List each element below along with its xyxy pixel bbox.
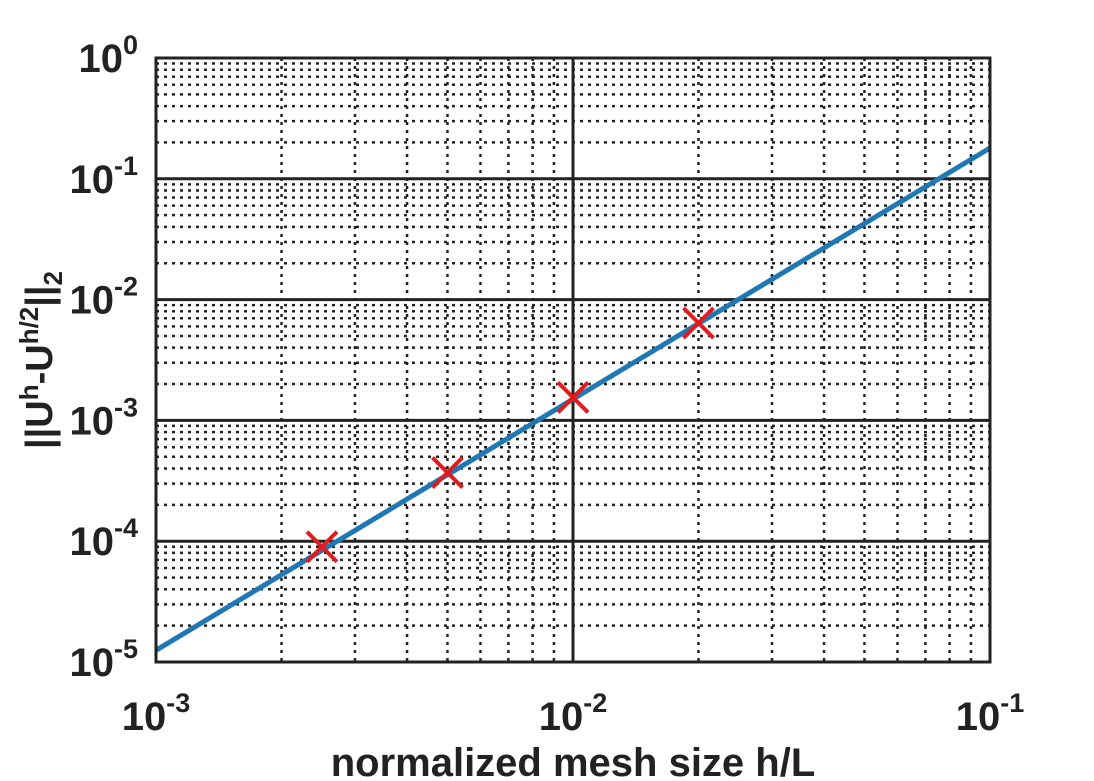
data-point-marker (305, 530, 339, 564)
y-tick-label: 10-1 (69, 151, 138, 202)
series-layer (154, 145, 992, 653)
data-point-marker (431, 456, 464, 489)
x-tick-labels: 10-3 10-2 10-1 (122, 688, 1025, 739)
y-tick-labels: 10-5 10-4 10-3 10-2 10-1 100 (69, 30, 138, 685)
x-tick-label: 10-2 (539, 688, 608, 739)
marker-stroke (431, 456, 464, 489)
y-tick-label: 10-2 (69, 272, 138, 323)
data-point-marker (556, 380, 590, 414)
y-tick-label: 10-5 (69, 634, 138, 685)
x-axis-label: normalized mesh size h/L (331, 741, 816, 781)
y-tick-label: 10-3 (69, 392, 138, 443)
marker-stroke (556, 380, 590, 414)
y-tick-label: 100 (78, 30, 138, 81)
marker-stroke (682, 306, 715, 340)
x-tick-label: 10-1 (956, 688, 1025, 739)
data-point-marker (682, 306, 715, 340)
x-tick-label: 10-3 (122, 688, 191, 739)
plot-frame (154, 56, 992, 664)
marker-stroke (305, 530, 339, 564)
y-axis-label: ||Uh-Uh/2||2 (14, 271, 68, 449)
y-tick-label: 10-4 (69, 513, 138, 564)
